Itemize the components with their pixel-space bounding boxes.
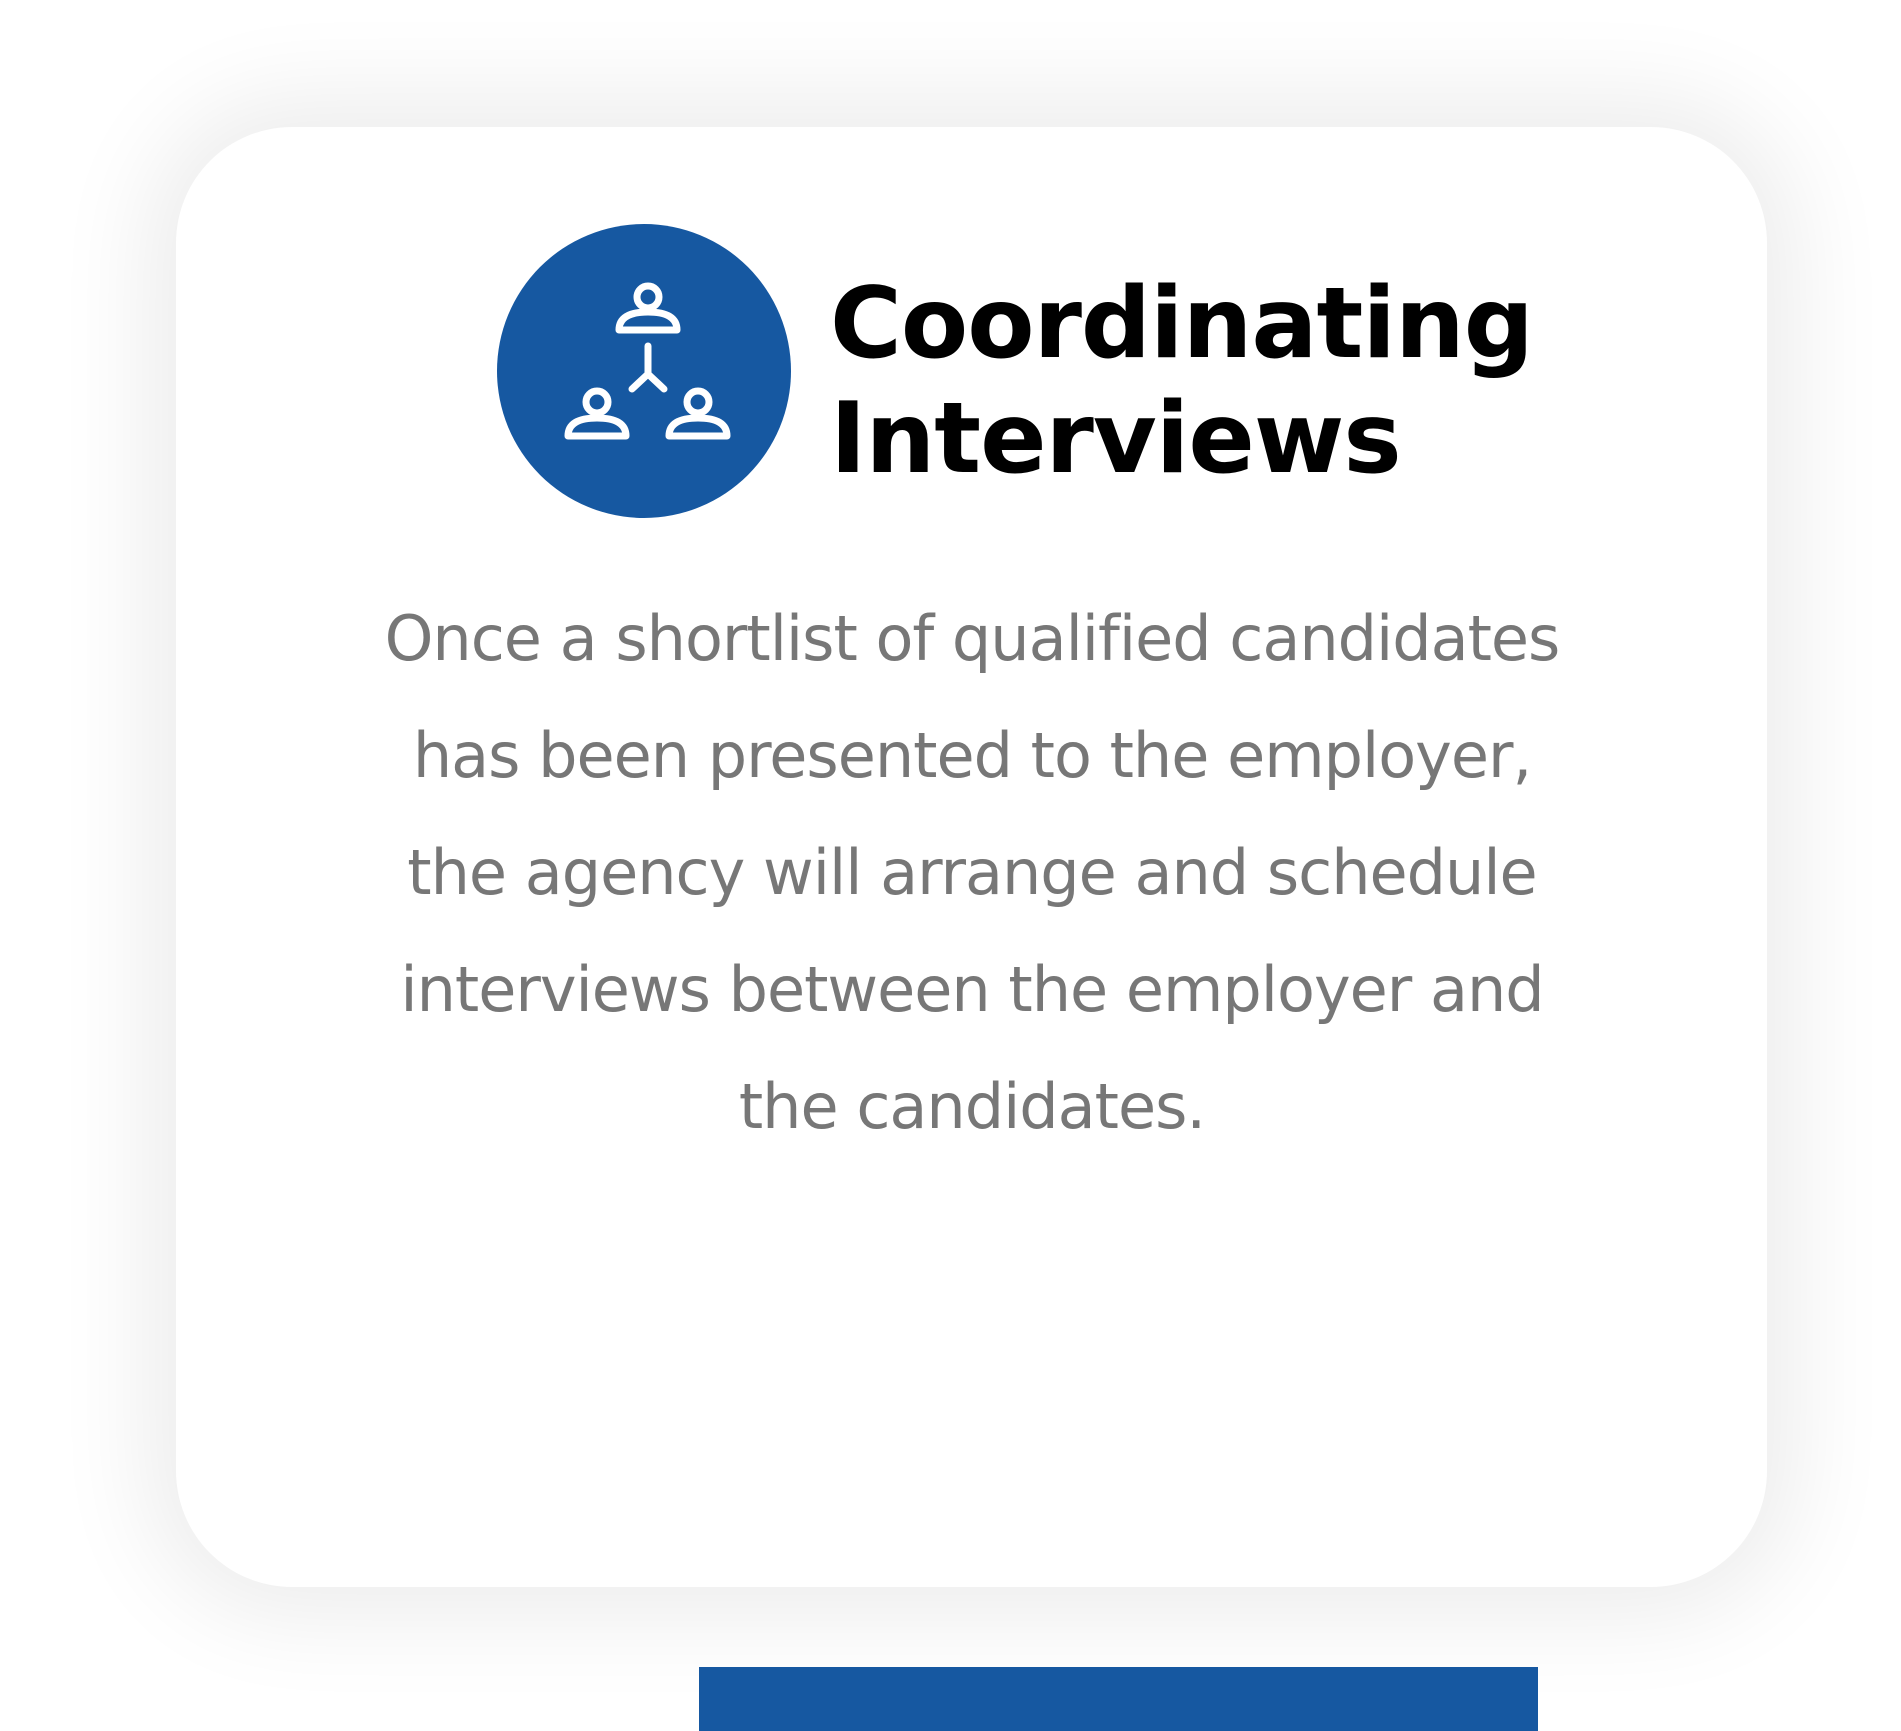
card-title-line: Coordinating	[830, 267, 1534, 381]
service-card: Coordinating Interviews Once a shortlist…	[176, 127, 1767, 1731]
card-description: Once a shortlist of qualified candidates…	[347, 580, 1597, 1165]
description-line: the agency will arrange and schedule	[407, 836, 1537, 909]
card-title-line: Interviews	[830, 382, 1402, 496]
description-line: the candidates.	[738, 1070, 1206, 1143]
description-line: interviews between the employer and	[400, 953, 1544, 1026]
team-network-icon	[497, 224, 791, 518]
description-line: Once a shortlist of qualified candidates	[384, 602, 1561, 675]
accent-bar	[699, 1667, 1538, 1731]
card-title: Coordinating Interviews	[830, 267, 1590, 497]
description-line: has been presented to the employer,	[412, 719, 1532, 792]
